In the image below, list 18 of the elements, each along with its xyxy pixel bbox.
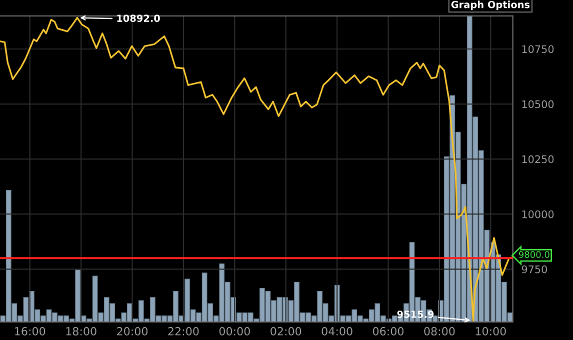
annotation: 10892.0 <box>117 14 160 22</box>
x-tick-label: 22:00 <box>168 327 199 336</box>
y-tick-label: 10250 <box>522 155 554 164</box>
x-tick-label: 00:00 <box>219 327 250 336</box>
x-tick-label: 10:00 <box>476 327 506 336</box>
x-tick-label: 02:00 <box>270 327 302 336</box>
y-tick-label: 10500 <box>522 100 554 108</box>
x-tick-label: 18:00 <box>66 327 96 336</box>
x-tick-label: 06:00 <box>372 327 404 336</box>
x-tick-label: 20:00 <box>117 327 148 336</box>
y-tick-label: 10000 <box>522 210 554 218</box>
y-tick-label: 10750 <box>522 45 554 54</box>
x-tick-label: 16:00 <box>15 327 46 336</box>
text: Graph Options <box>451 0 530 10</box>
ref-line-label: 9800.0 <box>518 251 550 258</box>
x-tick-label: 04:00 <box>322 327 352 336</box>
y-tick-label: 9750 <box>522 265 547 274</box>
x-tick-label: 08:00 <box>424 327 455 336</box>
